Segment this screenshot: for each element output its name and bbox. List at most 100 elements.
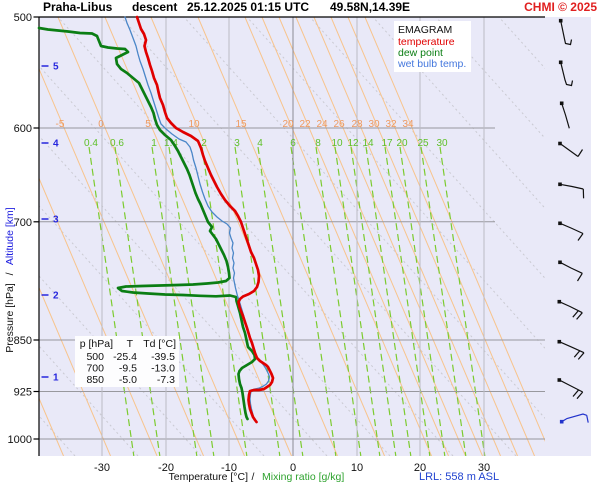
wind-barb-tick xyxy=(576,272,583,282)
wind-barb-tick xyxy=(577,149,584,157)
x-axis-separator: / xyxy=(252,471,255,483)
wind-barb-shaft xyxy=(560,20,573,46)
dry-adiabat-line xyxy=(150,17,338,456)
pressure-tick-label: 600 xyxy=(14,123,32,135)
mixing-ratio-line xyxy=(201,146,248,456)
dry-adiabat-label: -5 xyxy=(56,119,65,130)
temperature-tick-label: -20 xyxy=(158,462,174,474)
mixing-ratio-label: 6 xyxy=(290,138,296,149)
dry-adiabat-label: 20 xyxy=(282,119,294,130)
mixing-ratio-line xyxy=(350,146,397,456)
wet-adiabat-line xyxy=(246,17,545,349)
table-cell: 500 xyxy=(86,351,104,363)
y-axis-label-pressure: Pressure [hPa] xyxy=(4,283,16,353)
mixing-ratio-line xyxy=(439,146,486,456)
wet-adiabat-line xyxy=(183,17,545,419)
mixing-ratio-label: 10 xyxy=(331,138,343,149)
wind-barb-tick xyxy=(573,350,581,358)
station-table: p [hPa] T Td [°C] 500 -25.4 -39.5 700 -9.5 -1… xyxy=(75,336,179,387)
dry-adiabat-label: 24 xyxy=(316,119,328,130)
wet-adiabat-line xyxy=(309,17,545,279)
legend-item-dew-point: dew point xyxy=(398,47,443,59)
mixing-ratio-label: 1.4 xyxy=(164,138,178,149)
mixing-ratio-line xyxy=(234,146,281,456)
table-header-p: p [hPa] xyxy=(80,338,113,350)
wet-adiabat-line xyxy=(57,17,454,456)
wind-barb-tick xyxy=(572,310,579,318)
mixing-ratio-line xyxy=(420,146,467,456)
mixing-ratio-label: 17 xyxy=(381,138,393,149)
wet-adiabat-line xyxy=(39,205,265,456)
altitude-tick-label: 3 xyxy=(53,215,59,226)
wind-barb-tick xyxy=(572,389,580,397)
wind-barb-shaft xyxy=(559,222,584,235)
temperature-tick-label: 20 xyxy=(414,462,426,474)
dry-adiabat-line xyxy=(295,17,483,456)
adiabat-mixing-labels: -5 0 5 10 15 20 22 24 26 28 30 32 340.4 0.6 1 1.4 2 3 4 6 8 1… xyxy=(56,119,448,149)
wet-adiabat-lines xyxy=(39,17,545,456)
temperature-curve xyxy=(135,15,275,424)
mixing-ratio-label: 14 xyxy=(362,138,374,149)
dry-adiabat-line xyxy=(330,17,518,456)
title-datetime: 25.12.2025 01:15 UTC xyxy=(187,0,309,14)
table-cell: -39.5 xyxy=(151,351,175,363)
wet-bulb-curve xyxy=(124,16,271,421)
dry-adiabat-label: 34 xyxy=(402,119,414,130)
table-cell: -9.5 xyxy=(119,363,137,375)
temperature-tick-label: 30 xyxy=(478,462,490,474)
wind-barb-shaft xyxy=(561,413,587,423)
mixing-ratio-line xyxy=(168,146,215,456)
mixing-ratio-label: 20 xyxy=(396,138,408,149)
dry-adiabat-line xyxy=(104,17,292,456)
wind-barb-tick xyxy=(576,391,584,400)
dry-adiabat-label: 5 xyxy=(145,119,151,130)
credit: CHMI © 2025 xyxy=(524,0,597,14)
wind-barb-tick xyxy=(586,415,589,423)
dry-adiabat-line xyxy=(364,17,545,442)
dry-adiabat-line xyxy=(57,17,245,456)
dry-adiabat-label: 28 xyxy=(351,119,363,130)
table-cell: -7.3 xyxy=(157,374,175,386)
dew-point-curve xyxy=(37,26,257,421)
mixing-ratio-label: 0.4 xyxy=(84,138,98,149)
mixing-ratio-label: 4 xyxy=(257,138,263,149)
table-cell: -5.0 xyxy=(119,374,137,386)
table-cell: 850 xyxy=(86,374,104,386)
mixing-ratio-line xyxy=(315,146,362,456)
pressure-tick-label: 500 xyxy=(14,12,32,24)
mixing-ratio-label: 3 xyxy=(234,138,240,149)
pressure-tick-label: 925 xyxy=(14,387,32,399)
station-table-box xyxy=(75,336,179,387)
plot-background xyxy=(39,17,591,456)
dry-adiabat-line xyxy=(347,17,535,456)
altitude-tick-label: 2 xyxy=(53,291,59,302)
altitude-tick-label: 4 xyxy=(53,139,59,150)
axis-ticks xyxy=(33,16,49,440)
table-header-td: Td [°C] xyxy=(143,338,176,350)
temperature-tick-label: -10 xyxy=(221,462,237,474)
y-axis-separator: / xyxy=(4,272,16,275)
mixing-ratio-line xyxy=(114,146,161,456)
wind-barb-shaft xyxy=(559,183,584,190)
wind-barb-tick xyxy=(576,312,583,320)
table-header-t: T xyxy=(127,338,134,350)
wind-barb-tick xyxy=(577,233,584,241)
dry-adiabat-label: 30 xyxy=(368,119,380,130)
mixing-ratio-lines xyxy=(88,146,486,456)
x-axis-label-mixing-ratio: Mixing ratio [g/kg] xyxy=(262,471,344,483)
mixing-ratio-line xyxy=(384,146,431,456)
dry-adiabat-line xyxy=(278,17,466,456)
dry-adiabat-label: 26 xyxy=(333,119,345,130)
dry-adiabat-lines xyxy=(39,17,545,456)
altitude-tick-label: 5 xyxy=(53,62,59,73)
wet-adiabat-line xyxy=(39,135,328,456)
legend-item-wet-bulb: wet bulb temp. xyxy=(397,58,466,70)
wet-adiabat-line xyxy=(39,65,391,456)
dry-adiabat-label: 32 xyxy=(385,119,397,130)
temperature-tick-label: -30 xyxy=(94,462,110,474)
pressure-tick-label: 850 xyxy=(14,335,32,347)
mixing-ratio-line xyxy=(399,146,446,456)
wind-barb-shaft xyxy=(561,103,570,129)
legend-title: EMAGRAM xyxy=(398,24,452,36)
